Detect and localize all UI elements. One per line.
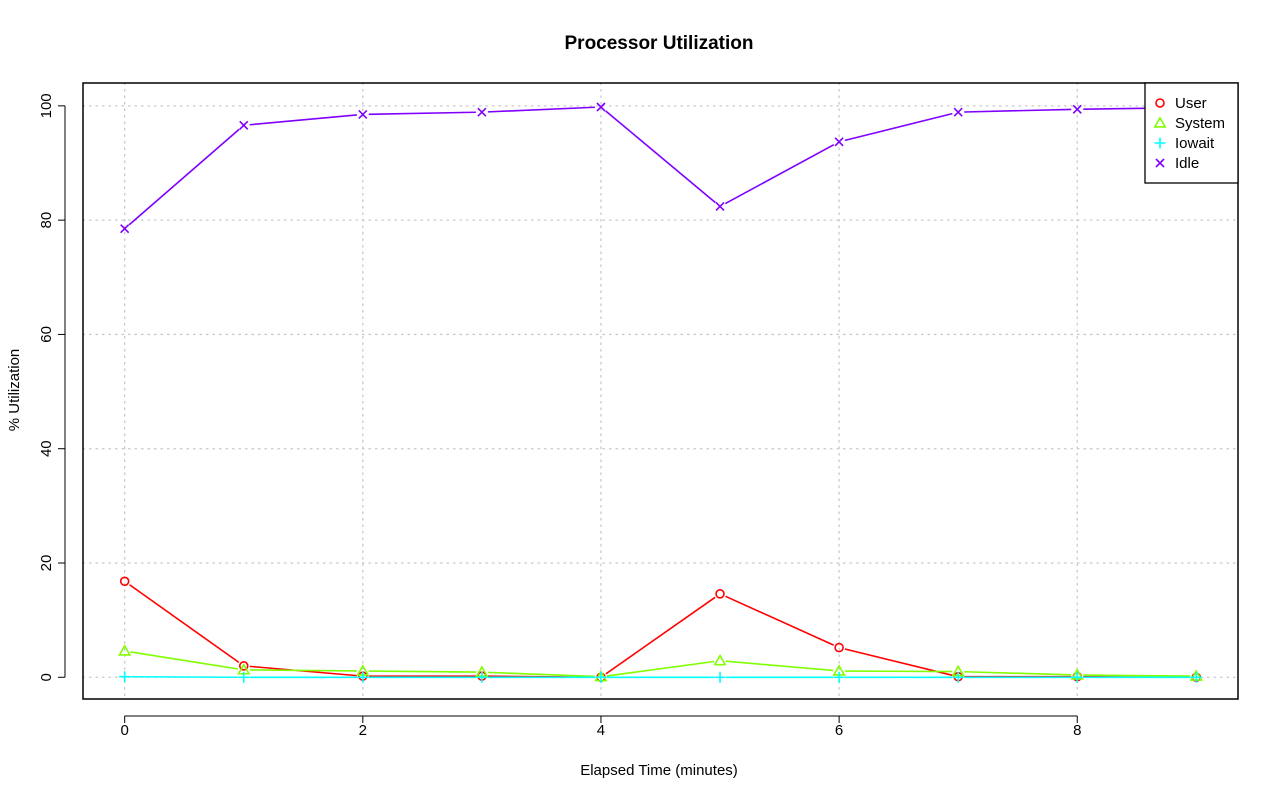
legend-label: System (1175, 115, 1225, 132)
series-line-segment (128, 128, 240, 226)
data-point-idle (715, 201, 725, 211)
y-axis-label: % Utilization (6, 349, 23, 432)
data-point-idle (596, 102, 606, 112)
data-point-system (118, 644, 132, 656)
series-line-segment (249, 669, 357, 672)
x-tick-label: 2 (359, 722, 367, 739)
legend-item-iowait: Iowait (1154, 135, 1215, 152)
series-line-segment (725, 595, 834, 646)
legend: User System Iowait Idle (1144, 82, 1239, 184)
series-iowait (119, 671, 1202, 683)
data-point-iowait (357, 671, 369, 683)
data-point-user (238, 661, 249, 671)
data-point-user (119, 576, 130, 587)
legend-marker-system (1153, 116, 1167, 128)
series-line-segment (725, 660, 834, 672)
y-tick-label: 40 (38, 440, 55, 457)
legend-label: Idle (1175, 155, 1199, 172)
data-point-idle (477, 107, 487, 117)
data-point-idle (1072, 104, 1082, 114)
data-point-iowait (714, 671, 726, 683)
plot-frame (82, 82, 1239, 700)
series-line-segment (605, 110, 716, 204)
series-line-segment (368, 670, 476, 673)
data-point-idle (358, 109, 368, 119)
legend-item-idle: Idle (1155, 155, 1199, 172)
data-point-system (713, 653, 727, 666)
series-line-segment (1083, 674, 1191, 677)
x-axis-label: Elapsed Time (minutes) (580, 762, 738, 779)
series-line-segment (964, 670, 1072, 676)
data-point-user (715, 589, 725, 599)
legend-item-system: System (1153, 115, 1225, 132)
data-point-idle (239, 120, 249, 130)
legend-marker-idle (1155, 158, 1165, 168)
series-idle (120, 102, 1201, 234)
legend-item-user: User (1155, 95, 1207, 112)
data-point-iowait (238, 671, 250, 683)
x-tick-label: 8 (1073, 722, 1081, 739)
series-line-segment (845, 670, 953, 673)
y-tick-label: 100 (38, 93, 55, 118)
y-tick-label: 20 (38, 555, 55, 572)
legend-marker-user (1155, 98, 1165, 108)
data-point-iowait (833, 671, 845, 683)
data-point-iowait (1071, 671, 1083, 683)
data-point-user (834, 642, 844, 653)
series-line-segment (129, 584, 240, 664)
series-line-segment (487, 671, 595, 678)
series-system (118, 644, 1203, 682)
data-point-iowait (952, 671, 964, 683)
data-point-idle (834, 137, 844, 147)
data-point-idle (953, 107, 963, 117)
data-point-iowait (476, 671, 488, 683)
chart-title: Processor Utilization (565, 33, 754, 54)
x-tick-label: 6 (835, 722, 843, 739)
series-group (118, 102, 1203, 683)
y-tick-label: 80 (38, 212, 55, 229)
legend-label: Iowait (1175, 135, 1215, 152)
series-line-segment (964, 108, 1072, 113)
data-point-iowait (119, 671, 131, 683)
series-line-segment (249, 114, 357, 126)
data-point-iowait (1190, 671, 1202, 683)
series-user (119, 576, 1202, 683)
y-tick-label: 60 (38, 326, 55, 343)
data-point-idle (120, 224, 130, 234)
series-line-segment (724, 144, 835, 205)
legend-marker-iowait (1154, 137, 1166, 149)
legend-label: User (1175, 95, 1207, 112)
data-point-iowait (595, 671, 607, 683)
series-line-segment (606, 660, 715, 677)
y-tick-label: 0 (38, 673, 55, 681)
series-line-segment (844, 112, 953, 142)
x-tick-label: 0 (121, 722, 129, 739)
series-line-segment (130, 675, 238, 679)
grid (82, 82, 1239, 700)
x-tick-label: 4 (597, 722, 605, 739)
series-line-segment (487, 106, 596, 113)
series-line-segment (605, 596, 716, 675)
series-line-segment (130, 651, 238, 670)
series-line-segment (368, 111, 476, 116)
